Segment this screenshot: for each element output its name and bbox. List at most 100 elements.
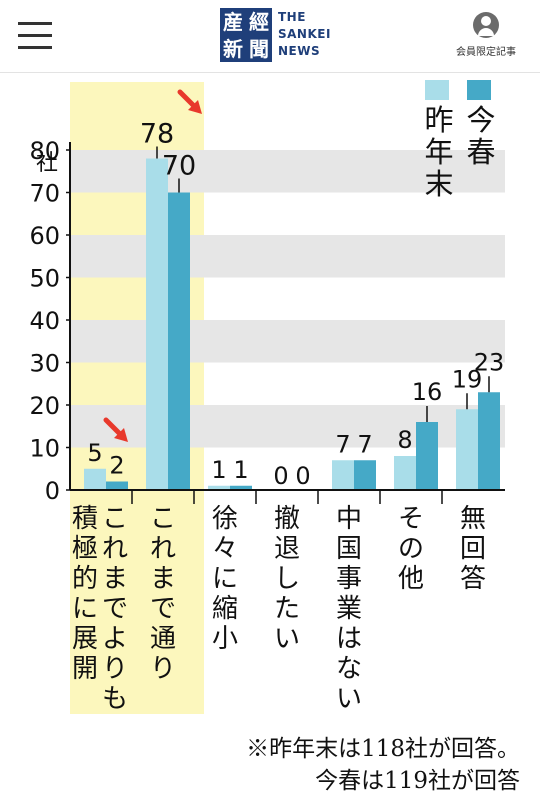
category-label-char: れ <box>102 534 128 564</box>
grid-band <box>70 150 505 193</box>
category-label-char: も <box>102 684 128 714</box>
data-label: 78 <box>140 119 174 150</box>
category-label-char: 縮 <box>212 594 238 624</box>
user-icon <box>473 12 499 38</box>
data-label: 0 <box>295 462 310 490</box>
bar <box>168 192 190 490</box>
y-tick-label: 50 <box>29 265 60 293</box>
grid-band <box>70 405 505 448</box>
category-label-char: で <box>150 594 176 624</box>
data-label: 8 <box>397 426 412 454</box>
category-label-char: い <box>274 624 300 654</box>
category-label-char: ま <box>102 564 128 594</box>
category-label-char: 中 <box>336 504 362 534</box>
bar <box>478 392 500 490</box>
bar <box>354 460 376 490</box>
bar <box>106 481 128 490</box>
category-label-char: 開 <box>72 654 98 684</box>
site-header: 産 經 新 聞 THE SANKEI NEWS 会員限定記事 <box>0 0 540 73</box>
grid-band <box>70 320 505 363</box>
category-label-char: な <box>336 654 362 684</box>
y-tick-label: 40 <box>29 307 60 335</box>
category-label-char: 無 <box>460 504 486 534</box>
category-label-char: の <box>398 534 424 564</box>
category-label-char: 答 <box>460 564 486 594</box>
note-line: 今春は119社が回答 <box>315 768 520 794</box>
bar <box>456 409 478 490</box>
category-label-char: り <box>150 654 176 684</box>
category-label-char: 的 <box>72 564 98 594</box>
data-label: 23 <box>474 348 505 376</box>
category-label-char: 々 <box>212 534 238 564</box>
data-label: 1 <box>211 456 226 484</box>
bar <box>230 485 252 490</box>
category-label-char: に <box>212 564 238 594</box>
legend-label-char: 年 <box>424 135 453 169</box>
logo-mark: 産 經 新 聞 <box>220 8 272 62</box>
y-tick-label: 80 <box>29 137 60 165</box>
category-label-char: で <box>102 594 128 624</box>
legend-label-char: 昨 <box>424 103 453 137</box>
category-label-char: 積 <box>72 504 98 534</box>
data-label: 1 <box>233 456 248 484</box>
category-label-char: そ <box>398 504 424 534</box>
hamburger-menu-icon[interactable] <box>18 22 52 50</box>
category-label-char: し <box>274 564 300 594</box>
category-label-char: は <box>336 624 362 654</box>
category-label-char: 業 <box>336 594 362 624</box>
category-label-char: れ <box>150 534 176 564</box>
category-label-char: 極 <box>72 534 98 564</box>
category-label-char: 他 <box>398 564 424 594</box>
grid-band <box>70 235 505 278</box>
category-label-char: 事 <box>336 564 362 594</box>
y-tick-label: 0 <box>45 477 60 505</box>
red-arrow-head <box>114 428 128 442</box>
category-label-char: い <box>336 684 362 714</box>
logo-text: THE SANKEI NEWS <box>278 10 331 58</box>
data-label: 5 <box>87 439 102 467</box>
legend-swatch <box>467 80 491 100</box>
bar <box>394 456 416 490</box>
category-label-char: よ <box>102 624 128 654</box>
member-only-label: 会員限定記事 <box>456 47 516 58</box>
y-tick-label: 60 <box>29 222 60 250</box>
data-label: 70 <box>162 151 196 182</box>
bar <box>332 460 354 490</box>
bar <box>416 422 438 490</box>
category-label-char: こ <box>102 504 128 534</box>
category-label-char: 退 <box>274 534 300 564</box>
y-tick-label: 30 <box>29 350 60 378</box>
category-label-char: 国 <box>336 534 362 564</box>
y-tick-label: 20 <box>29 392 60 420</box>
data-label: 16 <box>412 378 443 406</box>
category-label-char: 撤 <box>274 504 300 534</box>
legend-label-char: 今 <box>466 103 495 137</box>
member-only-badge[interactable]: 会員限定記事 <box>446 12 526 58</box>
data-label: 7 <box>335 430 350 458</box>
category-label-char: 回 <box>460 534 486 564</box>
data-label: 7 <box>357 430 372 458</box>
category-label-char: ま <box>150 564 176 594</box>
data-label: 0 <box>273 462 288 490</box>
legend-label-char: 春 <box>466 135 495 169</box>
category-label-char: り <box>102 654 128 684</box>
category-label-char: 通 <box>150 624 176 654</box>
category-label-char: 小 <box>212 624 238 654</box>
legend-swatch <box>425 80 449 100</box>
note-line: ※昨年末は118社が回答。 <box>246 736 520 762</box>
data-label: 2 <box>109 452 124 480</box>
y-unit-label: 社 <box>36 151 58 176</box>
bar <box>84 468 106 490</box>
category-label-char: 展 <box>72 624 98 654</box>
bar <box>208 485 230 490</box>
legend-label-char: 末 <box>424 167 453 201</box>
y-tick-label: 10 <box>29 435 60 463</box>
category-label-char: た <box>274 594 300 624</box>
category-label-char: 徐 <box>212 504 238 534</box>
red-arrow-head <box>188 100 202 114</box>
y-tick-label: 70 <box>29 180 60 208</box>
category-label-char: に <box>72 594 98 624</box>
data-label: 19 <box>452 365 483 393</box>
bar <box>146 158 168 490</box>
